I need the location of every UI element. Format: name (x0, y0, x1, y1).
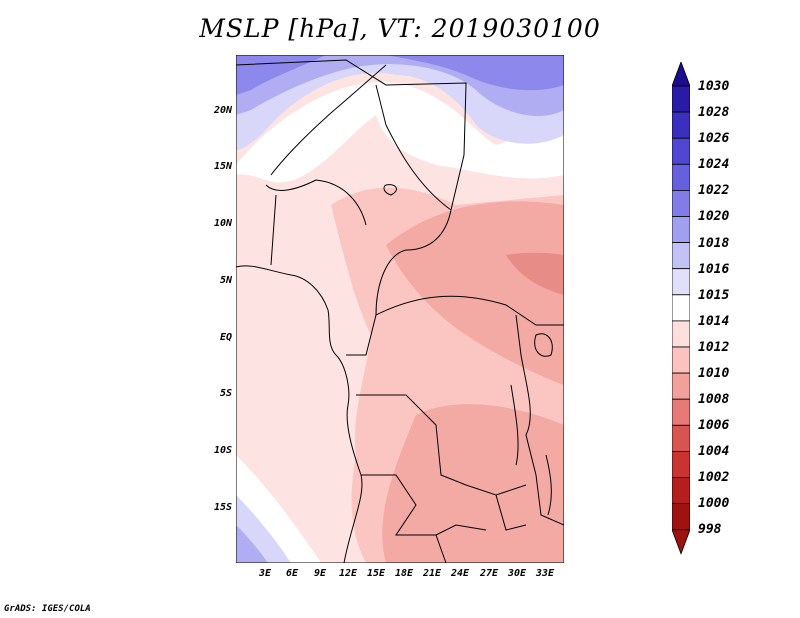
colorbar-cell-3 (672, 163, 690, 191)
colorbar-cell-7 (672, 268, 690, 296)
border-3 (450, 84, 467, 211)
border-12 (435, 534, 447, 563)
colorbar-cell-16 (672, 503, 690, 531)
mslp-map (236, 55, 564, 563)
border-8 (375, 295, 564, 326)
colorbar-label-1024: 1024 (698, 157, 730, 172)
lat-label-eq: EQ (219, 332, 232, 343)
coastline-north (236, 59, 467, 86)
lat-label-5s: 5S (219, 388, 232, 399)
lake-malawi (545, 454, 552, 516)
field-1008b (382, 404, 564, 563)
colorbar-label-1016: 1016 (698, 262, 730, 277)
colorbar-cell-15 (672, 477, 690, 505)
colorbar-label-1004: 1004 (698, 444, 730, 459)
footer-credit: GrADS: IGES/COLA (4, 604, 91, 614)
lon-label-9e: 9E (313, 568, 327, 579)
colorbar-top-arrow (672, 62, 690, 87)
border-10 (361, 474, 487, 536)
field-1020w (236, 55, 326, 95)
lon-label-30e: 30E (507, 568, 527, 579)
colorbar-cell-11 (672, 372, 690, 400)
colorbar-label-1020: 1020 (698, 209, 730, 224)
colorbar-label-1012: 1012 (698, 340, 730, 355)
plot-title: MSLP [hPa], VT: 2019030100 (199, 14, 601, 43)
colorbar-label-1008: 1008 (698, 392, 730, 407)
colorbar-label-998: 998 (698, 522, 722, 537)
colorbar-cell-13 (672, 424, 690, 452)
colorbar-cell-14 (672, 450, 690, 478)
colorbar-cell-1 (672, 111, 690, 139)
lake-chad (383, 184, 397, 196)
colorbar-cell-2 (672, 137, 690, 165)
colorbar-bottom-arrow (672, 529, 690, 555)
colorbar-label-1018: 1018 (698, 236, 730, 251)
colorbar-label-1026: 1026 (698, 131, 730, 146)
border-1 (270, 64, 387, 176)
field-1006 (506, 252, 564, 295)
lon-label-15e: 15E (366, 568, 386, 579)
border-11 (515, 314, 564, 526)
border-7 (346, 314, 377, 356)
lat-label-10s: 10S (213, 445, 232, 456)
colorbar-label-1002: 1002 (698, 470, 730, 485)
colorbar-cell-10 (672, 346, 690, 374)
colorbar-cell-6 (672, 242, 690, 270)
lat-label-15s: 15S (213, 502, 232, 513)
colorbar-cell-4 (672, 189, 690, 217)
colorbar-label-1000: 1000 (698, 496, 730, 511)
colorbar-cell-0 (672, 85, 690, 113)
colorbar-label-1022: 1022 (698, 183, 730, 198)
field-1014 (236, 82, 564, 183)
lon-label-3e: 3E (258, 568, 272, 579)
colorbar-cell-5 (672, 216, 690, 244)
lat-label-20n: 20N (213, 105, 232, 116)
field-1020 (386, 55, 564, 91)
lon-label-33e: 33E (535, 568, 555, 579)
colorbar-cell-9 (672, 320, 690, 348)
lon-label-21e: 21E (422, 568, 442, 579)
lake-victoria (534, 333, 553, 357)
border-6 (270, 194, 277, 266)
lat-label-10n: 10N (213, 218, 232, 229)
coastline-west (236, 265, 363, 563)
colorbar-label-1030: 1030 (698, 79, 730, 94)
colorbar (672, 62, 690, 555)
border-4 (375, 209, 452, 316)
lon-label-12e: 12E (338, 568, 358, 579)
border-2 (375, 84, 452, 211)
lat-label-15n: 15N (213, 161, 232, 172)
colorbar-cell-8 (672, 294, 690, 322)
lat-label-5n: 5N (219, 275, 232, 286)
colorbar-cell-12 (672, 398, 690, 426)
field-1018-sw (236, 525, 268, 563)
border-5 (265, 179, 367, 226)
colorbar-label-1014: 1014 (698, 314, 730, 329)
colorbar-label-1006: 1006 (698, 418, 730, 433)
colorbar-label-1028: 1028 (698, 105, 730, 120)
lake-tanganyika (510, 384, 519, 466)
lon-label-27e: 27E (479, 568, 499, 579)
colorbar-label-1010: 1010 (698, 366, 730, 381)
lon-label-6e: 6E (285, 568, 299, 579)
lon-label-18e: 18E (394, 568, 414, 579)
border-13 (495, 494, 527, 531)
colorbar-label-1015: 1015 (698, 288, 730, 303)
lon-label-24e: 24E (450, 568, 470, 579)
